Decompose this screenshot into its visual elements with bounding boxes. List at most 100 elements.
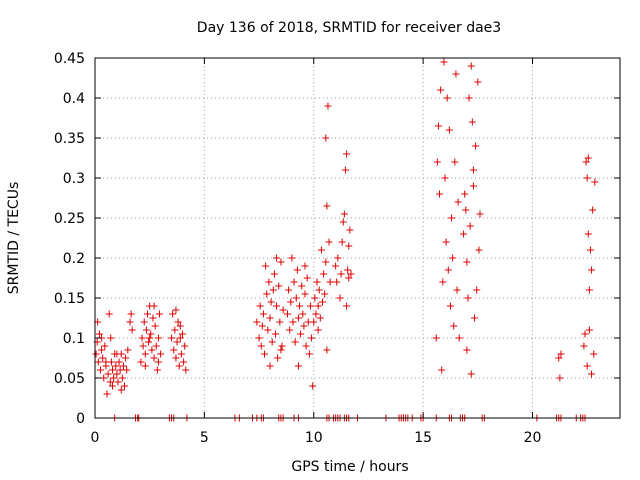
data-point (324, 102, 332, 110)
data-point (453, 286, 461, 294)
data-point (144, 310, 151, 318)
data-point (112, 362, 120, 370)
data-point (264, 326, 272, 334)
data-point (332, 262, 340, 270)
ticks (94, 57, 620, 419)
data-point (311, 294, 319, 302)
data-point (157, 350, 165, 358)
data-point (315, 286, 323, 294)
data-point (173, 338, 181, 346)
data-point (584, 230, 592, 238)
data-point (266, 362, 274, 370)
grid (95, 58, 620, 418)
data-point (454, 198, 462, 206)
y-tick-label: 0 (76, 411, 85, 427)
data-point (441, 174, 449, 182)
data-point (172, 354, 180, 362)
data-point (147, 330, 155, 338)
data-point (586, 246, 594, 254)
data-point (444, 266, 452, 274)
data-point (450, 322, 458, 330)
data-point (446, 302, 454, 310)
data-point (181, 342, 189, 350)
data-point (460, 230, 468, 238)
data-point (320, 270, 328, 278)
data-point (106, 378, 114, 386)
data-point (345, 274, 353, 282)
data-point (124, 346, 132, 354)
data-point (118, 374, 126, 382)
data-point (438, 366, 446, 374)
data-point (146, 334, 154, 342)
data-point (170, 346, 178, 354)
data-point (94, 358, 102, 366)
data-point (582, 158, 590, 166)
y-tick-label: 0.05 (54, 371, 85, 387)
data-point (317, 246, 325, 254)
data-point (279, 306, 287, 314)
data-point (291, 338, 299, 346)
data-point (98, 346, 106, 354)
data-point (305, 350, 313, 358)
data-point (337, 270, 345, 278)
y-tick-label: 0.2 (63, 251, 85, 267)
data-point (461, 190, 469, 198)
data-point (323, 346, 331, 354)
data-point (463, 346, 471, 354)
data-point (296, 302, 304, 310)
x-axis-label: GPS time / hours (291, 459, 408, 475)
data-point (439, 278, 447, 286)
data-point (255, 334, 263, 342)
data-point (585, 326, 593, 334)
data-point (172, 306, 180, 314)
data-point (275, 282, 283, 290)
data-point (104, 370, 112, 378)
data-point (141, 350, 149, 358)
data-point (343, 302, 351, 310)
y-tick-label: 0.4 (63, 91, 85, 107)
data-point (437, 86, 445, 94)
x-tick-label: 15 (414, 430, 432, 446)
data-point (590, 350, 598, 358)
data-point (290, 278, 298, 286)
data-point (92, 350, 100, 358)
data-point (116, 366, 124, 374)
data-point (555, 354, 563, 362)
data-point (325, 238, 333, 246)
data-point (128, 326, 136, 334)
y-tick-label: 0.45 (54, 51, 85, 67)
data-point (463, 258, 471, 266)
data-point (140, 318, 148, 326)
data-point (469, 182, 477, 190)
data-point (313, 278, 321, 286)
data-point (445, 126, 453, 134)
data-point (156, 310, 164, 318)
tick-labels: 0 5 10 15 20 0 0.05 0.1 0.15 0.2 0.25 0.3 0.35 0.4 0.4… (54, 51, 542, 446)
data-point (273, 254, 281, 262)
data-point (114, 378, 122, 386)
x-tick-label: 20 (524, 430, 542, 446)
data-point (299, 310, 307, 318)
data-point (326, 278, 334, 286)
data-point (474, 78, 482, 86)
data-point (107, 334, 115, 342)
data-point (150, 302, 158, 310)
data-point (113, 350, 121, 358)
x-tick-label: 10 (305, 430, 323, 446)
data-point (334, 254, 342, 262)
data-point (309, 382, 317, 390)
data-point (152, 342, 160, 350)
data-point (308, 334, 316, 342)
data-point (292, 294, 300, 302)
y-tick-label: 0.3 (63, 171, 85, 187)
data-point (433, 158, 441, 166)
data-point (298, 282, 306, 290)
data-point (109, 382, 116, 390)
data-point (96, 366, 104, 374)
data-point (462, 206, 470, 214)
data-point (300, 322, 308, 330)
data-point (271, 330, 279, 338)
data-point (323, 202, 331, 210)
data-point (182, 366, 190, 374)
data-point (310, 318, 318, 326)
